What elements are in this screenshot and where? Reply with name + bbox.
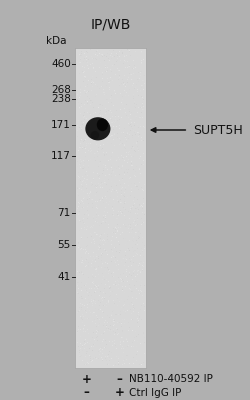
Text: 71: 71 [57,208,70,218]
Text: –: – [116,373,122,386]
Text: 55: 55 [57,240,70,250]
Text: NB110-40592 IP: NB110-40592 IP [129,374,212,384]
Text: 117: 117 [51,151,70,161]
Text: –: – [83,386,89,399]
Text: 460: 460 [51,59,70,69]
Ellipse shape [90,131,99,140]
Ellipse shape [85,117,110,140]
Text: kDa: kDa [46,36,66,46]
Text: 238: 238 [51,94,70,104]
Ellipse shape [96,118,108,131]
Text: +: + [114,386,124,399]
Text: 268: 268 [51,85,70,95]
Text: Ctrl IgG IP: Ctrl IgG IP [129,388,181,398]
Text: SUPT5H: SUPT5H [192,124,242,136]
Text: +: + [81,373,91,386]
Text: 41: 41 [57,272,70,282]
Text: IP/WB: IP/WB [90,18,130,32]
Bar [75,48,145,368]
Text: 171: 171 [51,120,70,130]
